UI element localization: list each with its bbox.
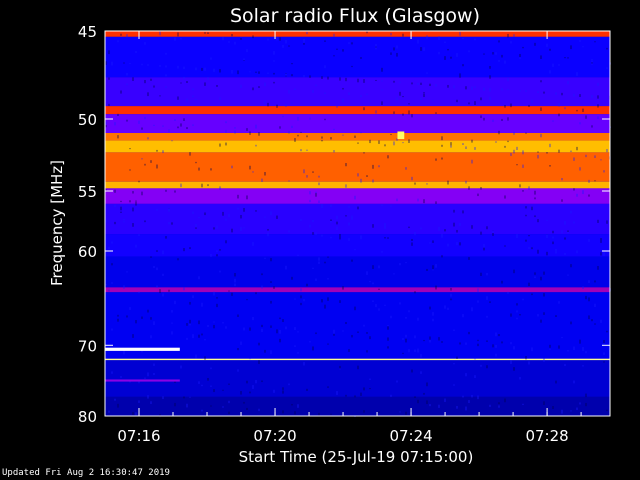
burst-event (105, 347, 180, 351)
spectral-band (105, 396, 610, 416)
axes: 07:16 07:20 07:24 07:28 45 50 55 60 70 80 (78, 23, 611, 445)
spectral-band (105, 36, 610, 78)
y-tick-label: 70 (78, 337, 97, 355)
y-tick-label: 60 (78, 243, 97, 261)
x-tick-label: 07:28 (525, 427, 568, 445)
x-tick-label: 07:24 (389, 427, 432, 445)
spectral-band (105, 181, 610, 189)
spectral-band (105, 140, 610, 153)
x-tick-label: 07:16 (117, 427, 160, 445)
x-axis-label: Start Time (25-Jul-19 07:15:00) (239, 448, 474, 466)
spectral-band (105, 133, 610, 141)
x-tick-label: 07:20 (253, 427, 296, 445)
spectral-band (105, 292, 610, 359)
y-tick-label: 45 (78, 23, 97, 41)
spectrogram-texture (105, 31, 611, 418)
chart-title: Solar radio Flux (Glasgow) (230, 5, 480, 27)
plot-area (105, 31, 611, 418)
spectral-band (105, 203, 610, 235)
spectral-band (105, 31, 610, 37)
y-axis-label: Frequency [MHz] (48, 160, 66, 286)
y-tick-label: 50 (78, 111, 97, 129)
spectral-band (105, 152, 610, 182)
burst-event (397, 131, 405, 140)
y-tick-label: 80 (78, 408, 97, 426)
updated-timestamp: Updated Fri Aug 2 16:30:47 2019 (2, 468, 170, 478)
spectral-band (105, 358, 610, 361)
spectral-band (105, 106, 610, 115)
spectral-band (105, 114, 610, 134)
spectral-band (105, 287, 610, 293)
spectral-band (105, 188, 610, 204)
burst-event (105, 379, 180, 382)
plot-frame (104, 30, 611, 417)
spectral-band (105, 77, 610, 107)
spectral-band (105, 360, 610, 397)
y-tick-label: 55 (78, 183, 97, 201)
spectral-band (105, 234, 610, 257)
spectral-band (105, 256, 610, 288)
